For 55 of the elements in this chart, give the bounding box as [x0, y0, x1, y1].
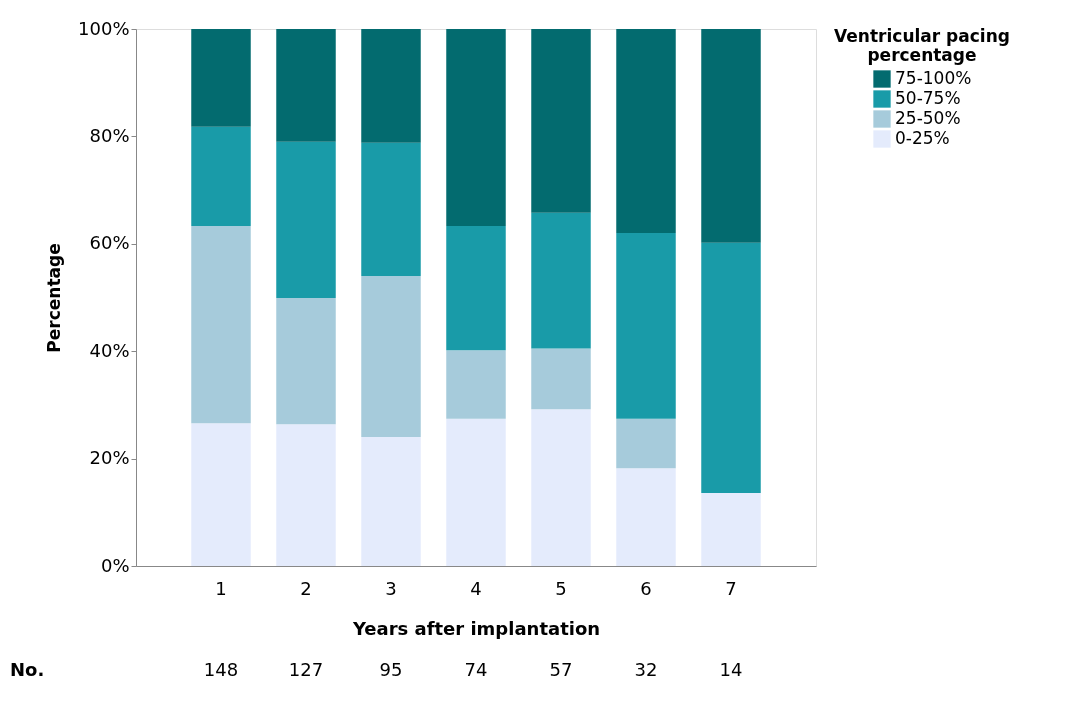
legend-label: 25-50%: [895, 108, 961, 128]
x-tick-label: 4: [470, 577, 482, 599]
bar: [531, 212, 591, 349]
bar: [701, 492, 761, 566]
bar: [446, 226, 506, 351]
y-tick-label: 20%: [89, 447, 130, 469]
bar: [701, 242, 761, 493]
x-axis-title: Years after implantation: [351, 617, 601, 639]
bar: [531, 348, 591, 410]
bar: [616, 29, 676, 234]
legend-label: 0-25%: [895, 128, 950, 148]
bar: [616, 233, 676, 419]
bar: [446, 350, 506, 419]
x-tick-label: 3: [385, 577, 397, 599]
bar: [361, 276, 421, 438]
x-tick-label: 6: [640, 577, 652, 599]
bar: [191, 29, 251, 127]
bar: [276, 424, 336, 566]
y-tick-label: 0%: [100, 554, 130, 576]
bar: [531, 29, 591, 213]
bar: [361, 437, 421, 566]
bar: [446, 29, 506, 227]
bar: [531, 409, 591, 566]
y-tick-label: 100%: [78, 17, 130, 39]
y-axis-title: Percentage: [44, 243, 65, 353]
text: 32: [634, 659, 658, 680]
text: No.: [10, 659, 45, 680]
text: 74: [464, 659, 488, 680]
bar: [616, 418, 676, 469]
text: 57: [549, 659, 573, 680]
bar: [191, 226, 251, 424]
bar: [361, 29, 421, 143]
bar: [276, 141, 336, 299]
bar: [276, 298, 336, 425]
text: 127: [288, 659, 324, 680]
y-tick-label: 60%: [89, 232, 130, 254]
bar: [276, 29, 336, 142]
legend-label: 75-100%: [895, 68, 972, 88]
bar: [701, 29, 761, 243]
bar: [361, 142, 421, 277]
x-tick-label: 5: [555, 577, 567, 599]
bar: [191, 126, 251, 227]
x-tick-label: 1: [215, 577, 227, 599]
bar: [446, 418, 506, 566]
bar: [191, 423, 251, 566]
x-tick-label: 7: [725, 577, 737, 599]
bar: [616, 468, 676, 566]
text: 148: [203, 659, 239, 680]
text: 95: [379, 659, 403, 680]
legend-title: Ventricular pacing percentage: [834, 26, 1010, 65]
legend-label: 50-75%: [895, 88, 961, 108]
x-tick-label: 2: [300, 577, 312, 599]
y-tick-label: 40%: [89, 339, 130, 361]
y-tick-label: 80%: [89, 124, 130, 146]
text: 14: [719, 659, 743, 680]
